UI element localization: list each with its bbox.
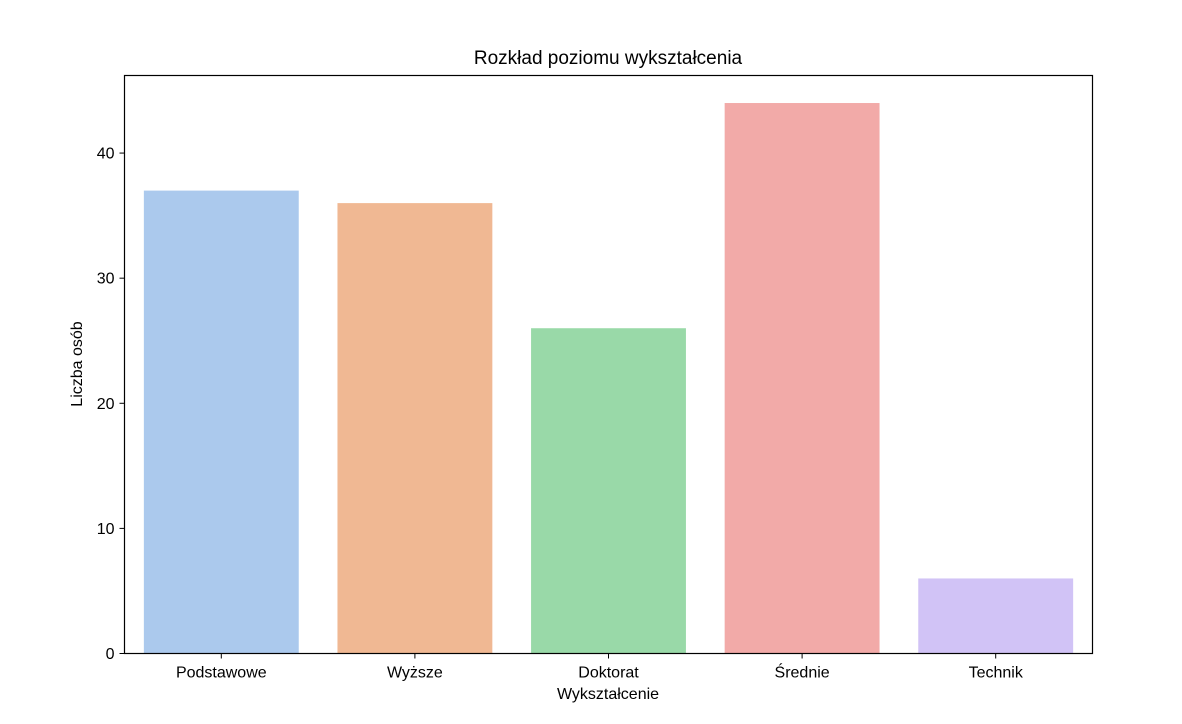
y-tick-label: 10 [97,521,115,538]
x-tick-label: Wyższe [387,665,443,682]
x-tick-label: Podstawowe [176,665,267,682]
chart-title: Rozkład poziomu wykształcenia [474,48,743,69]
bar-1 [337,203,493,654]
bar-3 [724,103,880,654]
bars-layer [143,103,1074,654]
x-tick-label: Technik [969,665,1024,682]
y-tick-label: 40 [97,146,115,163]
x-axis-label: Wykształcenie [557,686,659,703]
x-tick-label: Średnie [775,663,830,682]
y-axis-label: Liczba osób [69,321,86,406]
bar-0 [143,190,299,654]
y-axis: 0 10 20 30 40 [97,146,125,663]
y-tick-label: 20 [97,396,115,413]
bar-2 [531,328,686,654]
bar-4 [918,578,1074,654]
x-tick-label: Doktorat [578,665,639,682]
x-axis: Podstawowe Wyższe Doktorat Średnie Technik [176,653,1024,682]
y-tick-label: 0 [106,646,115,663]
y-tick-label: 30 [97,271,115,288]
